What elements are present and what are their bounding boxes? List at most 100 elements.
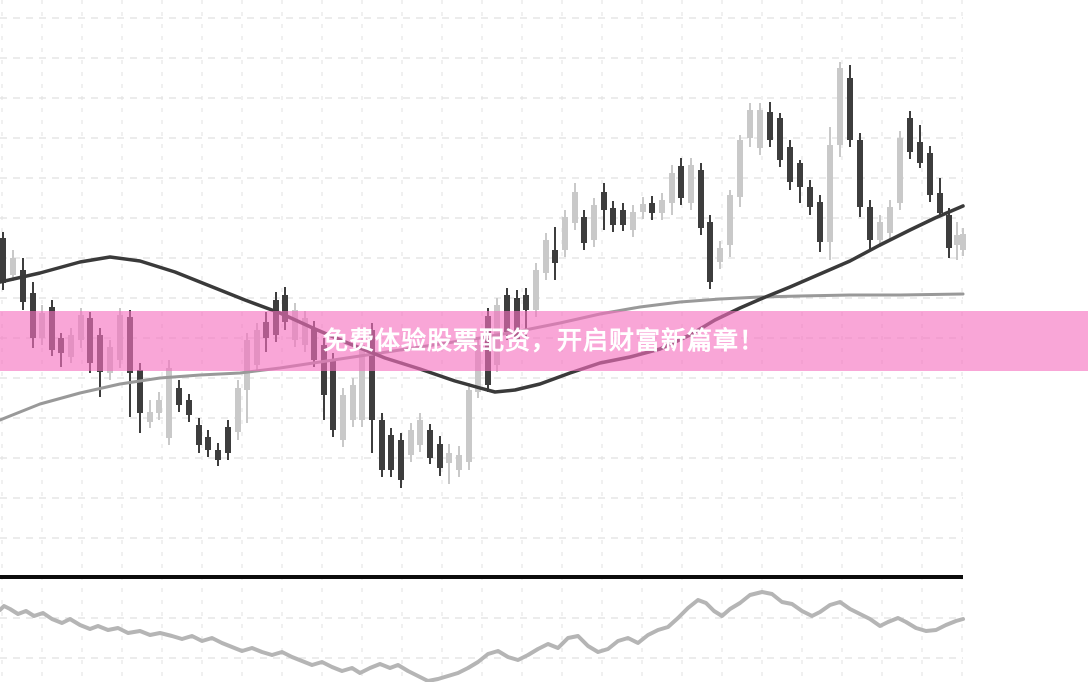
candle-body	[917, 142, 923, 163]
candlestick	[927, 146, 933, 202]
candlestick	[10, 250, 16, 281]
candlestick	[591, 198, 597, 247]
candlestick	[737, 135, 743, 207]
candlestick	[552, 227, 558, 280]
candle-body	[166, 368, 172, 438]
candlestick	[20, 258, 26, 310]
candlestick	[340, 388, 346, 447]
candle-body	[0, 238, 6, 283]
candle-body	[581, 217, 587, 243]
candlestick	[659, 193, 665, 220]
candle-body	[867, 207, 873, 240]
candle-body	[601, 192, 607, 210]
candle-body	[205, 437, 211, 450]
candle-body	[533, 270, 539, 310]
candlestick	[417, 413, 423, 452]
candlestick	[837, 62, 843, 157]
candlestick	[640, 197, 646, 219]
candle-body	[330, 360, 336, 430]
candlestick	[917, 125, 923, 168]
candle-body	[572, 192, 578, 223]
candle-body	[456, 455, 462, 470]
candlestick	[620, 203, 626, 231]
candlestick	[196, 418, 202, 453]
candle-body	[688, 165, 694, 203]
candlestick	[379, 413, 385, 477]
candlestick	[807, 180, 813, 215]
candlestick	[946, 208, 952, 258]
candlestick	[827, 127, 833, 260]
candle-body	[630, 212, 636, 230]
candle-body	[907, 118, 913, 152]
candle-body	[767, 112, 773, 140]
candle-body	[897, 138, 903, 203]
candle-body	[552, 250, 558, 263]
candlestick	[466, 383, 472, 470]
candlestick	[847, 65, 853, 147]
candlestick	[787, 140, 793, 190]
candlestick	[137, 363, 143, 433]
candle-body	[137, 370, 143, 413]
candle-body	[176, 388, 182, 405]
candle-body	[620, 210, 626, 225]
candlestick	[205, 430, 211, 457]
candle-body	[379, 420, 385, 470]
candlestick	[543, 233, 549, 280]
candle-body	[954, 235, 960, 245]
candlestick	[649, 196, 655, 220]
candle-body	[215, 450, 221, 460]
candlestick	[437, 436, 443, 476]
candle-body	[235, 388, 241, 432]
candle-body	[937, 193, 943, 213]
candle-body	[147, 412, 153, 422]
candlestick	[897, 131, 903, 210]
candlestick	[777, 113, 783, 167]
candlestick	[610, 201, 616, 232]
candle-body	[10, 258, 16, 275]
candlestick	[877, 215, 883, 247]
candlestick	[581, 210, 587, 250]
candle-body	[369, 330, 375, 420]
candlestick	[446, 444, 452, 484]
candlestick	[857, 133, 863, 217]
candle-body	[787, 147, 793, 182]
candlestick	[678, 158, 684, 205]
candle-body	[807, 187, 813, 207]
candlestick	[398, 433, 404, 488]
candlestick	[350, 378, 356, 427]
candle-body	[847, 78, 853, 140]
candle-body	[927, 153, 933, 195]
candle-body	[543, 240, 549, 273]
candle-body	[817, 202, 823, 242]
candlestick	[954, 222, 960, 260]
candle-body	[359, 345, 365, 420]
candlestick	[456, 446, 462, 477]
candlestick	[707, 215, 713, 289]
candle-body	[737, 140, 743, 197]
candlestick	[867, 200, 873, 250]
promo-banner[interactable]: 免费体验股票配资，开启财富新篇章！	[0, 311, 1088, 371]
candlestick	[797, 160, 803, 203]
candle-body	[727, 195, 733, 245]
candle-body	[747, 110, 753, 138]
candlestick	[186, 394, 192, 422]
candle-body	[659, 200, 665, 213]
candlestick	[907, 111, 913, 159]
candle-body	[523, 295, 529, 310]
candle-body	[156, 400, 162, 413]
candle-body	[196, 425, 202, 445]
banner-text: 免费体验股票配资，开启财富新篇章！	[322, 326, 765, 355]
candle-body	[20, 270, 26, 302]
candle-body	[417, 420, 423, 445]
candlestick	[166, 360, 172, 445]
candle-body	[340, 395, 346, 440]
candle-body	[946, 215, 952, 248]
candle-body	[960, 234, 966, 250]
candle-body	[837, 68, 843, 145]
candle-body	[707, 222, 713, 282]
candle-body	[669, 173, 675, 203]
candle-body	[282, 295, 288, 322]
candle-body	[186, 400, 192, 415]
candlestick	[572, 183, 578, 230]
panel-divider	[0, 575, 963, 579]
